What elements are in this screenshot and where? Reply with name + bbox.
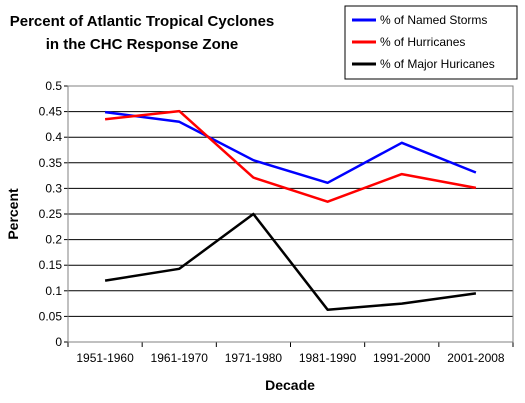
legend-label-2: % of Hurricanes — [380, 35, 465, 49]
x-axis-ticks: 1951-1960 1961-1970 1971-1980 1981-1990 1991… — [67, 342, 514, 365]
x-tick-label: 1961-1970 — [151, 351, 209, 365]
chart-title-line-1: Percent of Atlantic Tropical Cyclones — [10, 13, 275, 30]
legend-label-1: % of Named Storms — [380, 13, 487, 27]
chart-title-line-2: in the CHC Response Zone — [46, 36, 239, 53]
y-tick-label: 0 — [55, 335, 62, 349]
gridlines — [68, 111, 513, 317]
series-line-1 — [104, 110, 477, 185]
y-tick-label: 0.3 — [45, 181, 62, 195]
x-tick-label: 1951-1960 — [76, 351, 134, 365]
plot-area-border — [67, 85, 514, 343]
y-axis-title: Percent — [5, 188, 21, 240]
series-lines — [104, 109, 477, 311]
x-axis-title: Decade — [265, 377, 315, 393]
y-tick-label: 0.15 — [39, 258, 63, 272]
y-tick-label: 0.25 — [39, 207, 63, 221]
series-line-2 — [104, 109, 477, 203]
y-tick-label: 0.05 — [39, 309, 63, 323]
y-tick-label: 0.5 — [45, 79, 62, 93]
legend: % of Named Storms % of Hurricanes % of Maj… — [344, 5, 518, 80]
y-tick-label: 0.35 — [39, 156, 63, 170]
y-tick-label: 0.45 — [39, 105, 63, 119]
x-tick-label: 1991-2000 — [373, 351, 431, 365]
series-line-3 — [104, 212, 477, 311]
legend-label-3: % of Major Huricanes — [380, 57, 495, 71]
y-axis-ticks: 0 0.05 0.1 0.15 0.2 0.25 0.3 0.35 0.4 0.45 0.5 — [39, 79, 68, 349]
x-tick-label: 2001-2008 — [447, 351, 505, 365]
x-tick-label: 1981-1990 — [299, 351, 357, 365]
y-tick-label: 0.2 — [45, 233, 62, 247]
x-tick-label: 1971-1980 — [225, 351, 283, 365]
y-tick-label: 0.1 — [45, 284, 62, 298]
y-tick-label: 0.4 — [45, 130, 62, 144]
